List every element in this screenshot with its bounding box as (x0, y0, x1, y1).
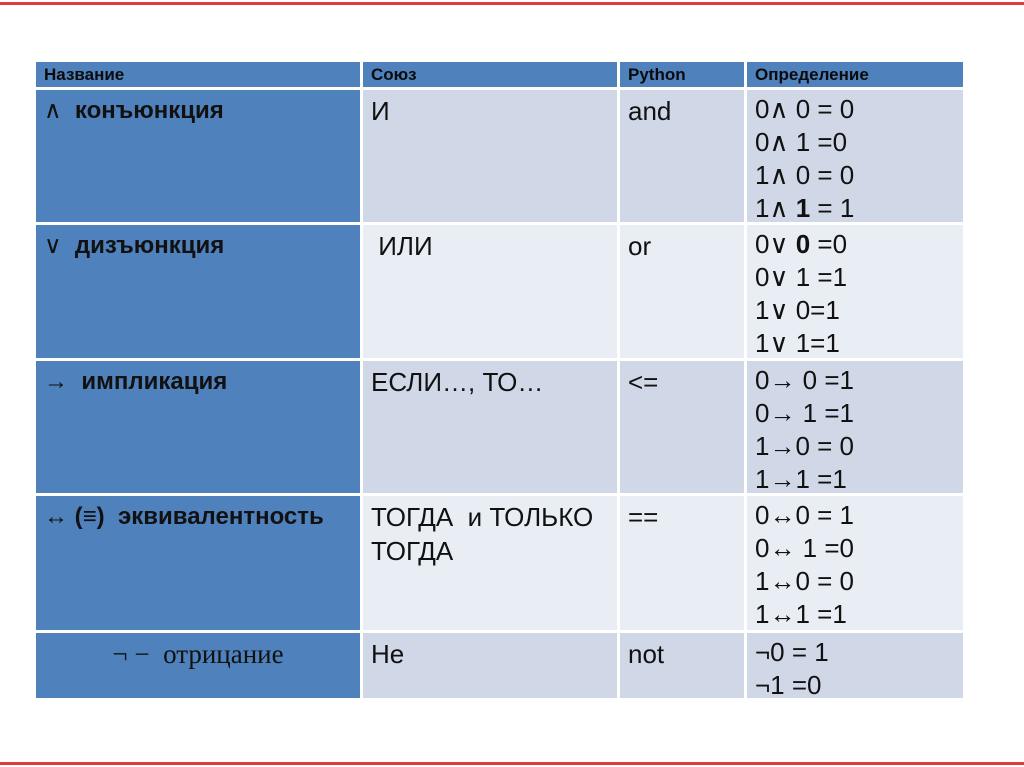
definition-line: 1∨ 0=1 (755, 295, 840, 325)
definition-line: 0∨ 0 =0 (755, 229, 848, 259)
definition-cell: 0↔0 = 1 0↔ 1 =0 1↔0 = 0 1↔1 =1 (747, 496, 963, 630)
operation-name-cell: ∧ конъюнкция (36, 90, 360, 222)
definition-line: 1→0 = 0 (755, 431, 855, 461)
python-operator-cell: not (620, 633, 744, 698)
column-header: Союз (363, 62, 617, 87)
operation-name-cell: ∨ дизъюнкция (36, 225, 360, 358)
bottom-red-accent-line (0, 762, 1024, 765)
definition-line: 0→ 1 =1 (755, 398, 855, 428)
operation-name-cell: ¬ − отрицание (36, 633, 360, 698)
python-operator-cell: and (620, 90, 744, 222)
definition-line: 0→ 0 =1 (755, 365, 855, 395)
top-red-accent-line (0, 2, 1024, 5)
union-cell: И (363, 90, 617, 222)
python-operator-cell: <= (620, 361, 744, 493)
definition-cell: 0→ 0 =1 0→ 1 =1 1→0 = 0 1→1 =1 (747, 361, 963, 493)
definition-line: 1↔0 = 0 (755, 566, 855, 596)
definition-line: 1↔1 =1 (755, 599, 847, 629)
definition-line: 0↔0 = 1 (755, 500, 855, 530)
definition-line: 0∨ 1 =1 (755, 262, 848, 292)
column-header: Определение (747, 62, 963, 87)
python-operator-cell: == (620, 496, 744, 630)
definition-line: 1∧ 1 = 1 (755, 193, 855, 222)
definition-line: 0∧ 1 =0 (755, 127, 848, 157)
column-header: Python (620, 62, 744, 87)
union-cell: ТОГДА и ТОЛЬКО ТОГДА (363, 496, 617, 630)
logic-table: Название Союз Python Определение ∧ конъюнкци… (36, 62, 963, 698)
definition-cell: 0∧ 0 = 0 0∧ 1 =0 1∧ 0 = 0 1∧ 1 = 1 (747, 90, 963, 222)
python-operator-cell: or (620, 225, 744, 358)
definition-line: ¬1 =0 (755, 670, 822, 698)
definition-line: 0∧ 0 = 0 (755, 94, 855, 124)
column-header: Название (36, 62, 360, 87)
operation-name-cell: ↔ (≡) эквивалентность (36, 496, 360, 630)
definition-line: 1∧ 0 = 0 (755, 160, 855, 190)
definition-cell: 0∨ 0 =0 0∨ 1 =1 1∨ 0=1 1∨ 1=1 (747, 225, 963, 358)
definition-line: ¬0 = 1 (755, 637, 829, 667)
operation-name-cell: → импликация (36, 361, 360, 493)
definition-line: 0↔ 1 =0 (755, 533, 855, 563)
definition-line: 1∨ 1=1 (755, 328, 840, 358)
union-cell: Не (363, 633, 617, 698)
union-cell: ЕСЛИ…, ТО… (363, 361, 617, 493)
definition-line: 1→1 =1 (755, 464, 847, 493)
union-cell: ИЛИ (363, 225, 617, 358)
definition-cell: ¬0 = 1 ¬1 =0 (747, 633, 963, 698)
